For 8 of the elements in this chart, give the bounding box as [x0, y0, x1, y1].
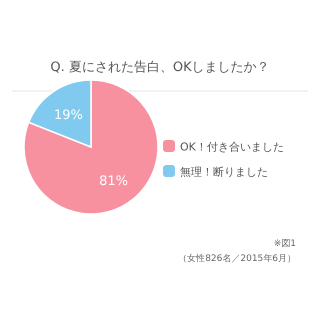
text: ※図1	[274, 239, 296, 249]
data-label: 19%	[54, 108, 83, 123]
pie-slice	[23, 79, 159, 215]
legend-label: 無理！断りました	[180, 166, 268, 178]
legend-label: OK！付き合いました	[180, 140, 284, 154]
chart-title: Q. 夏にされた告白、OKしましたか？	[50, 60, 270, 75]
text: （女性826名／2015年6月）	[178, 253, 296, 264]
data-label: 81%	[99, 174, 128, 190]
